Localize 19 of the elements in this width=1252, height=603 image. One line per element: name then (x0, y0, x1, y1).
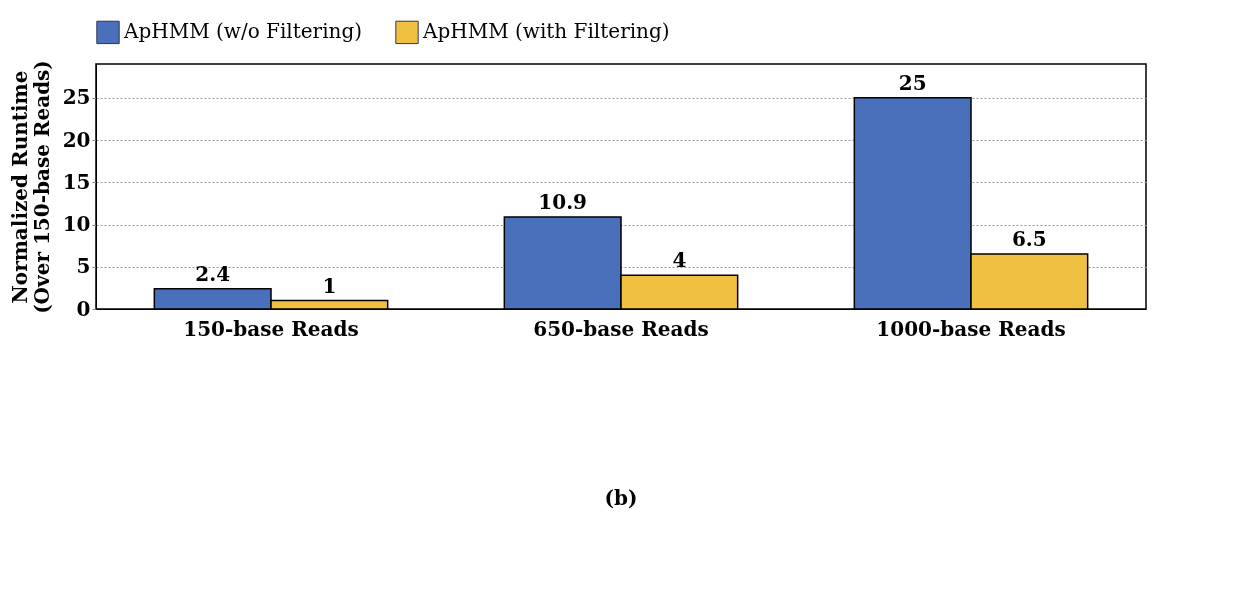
data-label: 2.4 (195, 261, 231, 286)
y-tick-label: 15 (62, 169, 91, 194)
data-label: 10.9 (538, 189, 588, 214)
data-label: 4 (672, 248, 687, 273)
text: (b) (604, 486, 638, 510)
legend-label: ApHMM (with Filtering) (422, 19, 670, 44)
x-tick-label: 650-base Reads (533, 316, 709, 341)
x-tick-label: 150-base Reads (183, 316, 359, 341)
y-tick-label: 5 (76, 254, 91, 279)
legend-label: ApHMM (w/o Filtering) (123, 19, 363, 44)
data-label: 6.5 (1011, 227, 1047, 252)
data-label: 1 (322, 273, 337, 298)
data-label: 25 (898, 70, 927, 95)
y-tick-label: 20 (62, 127, 91, 152)
y-tick-label: 25 (62, 85, 91, 110)
y-tick-label: 10 (62, 212, 91, 237)
y-tick-label: 0 (76, 296, 91, 321)
y-axis-title: Normalized Runtime (Over 150-base Reads) (7, 60, 54, 314)
x-tick-label: 1000-base Reads (876, 316, 1066, 341)
